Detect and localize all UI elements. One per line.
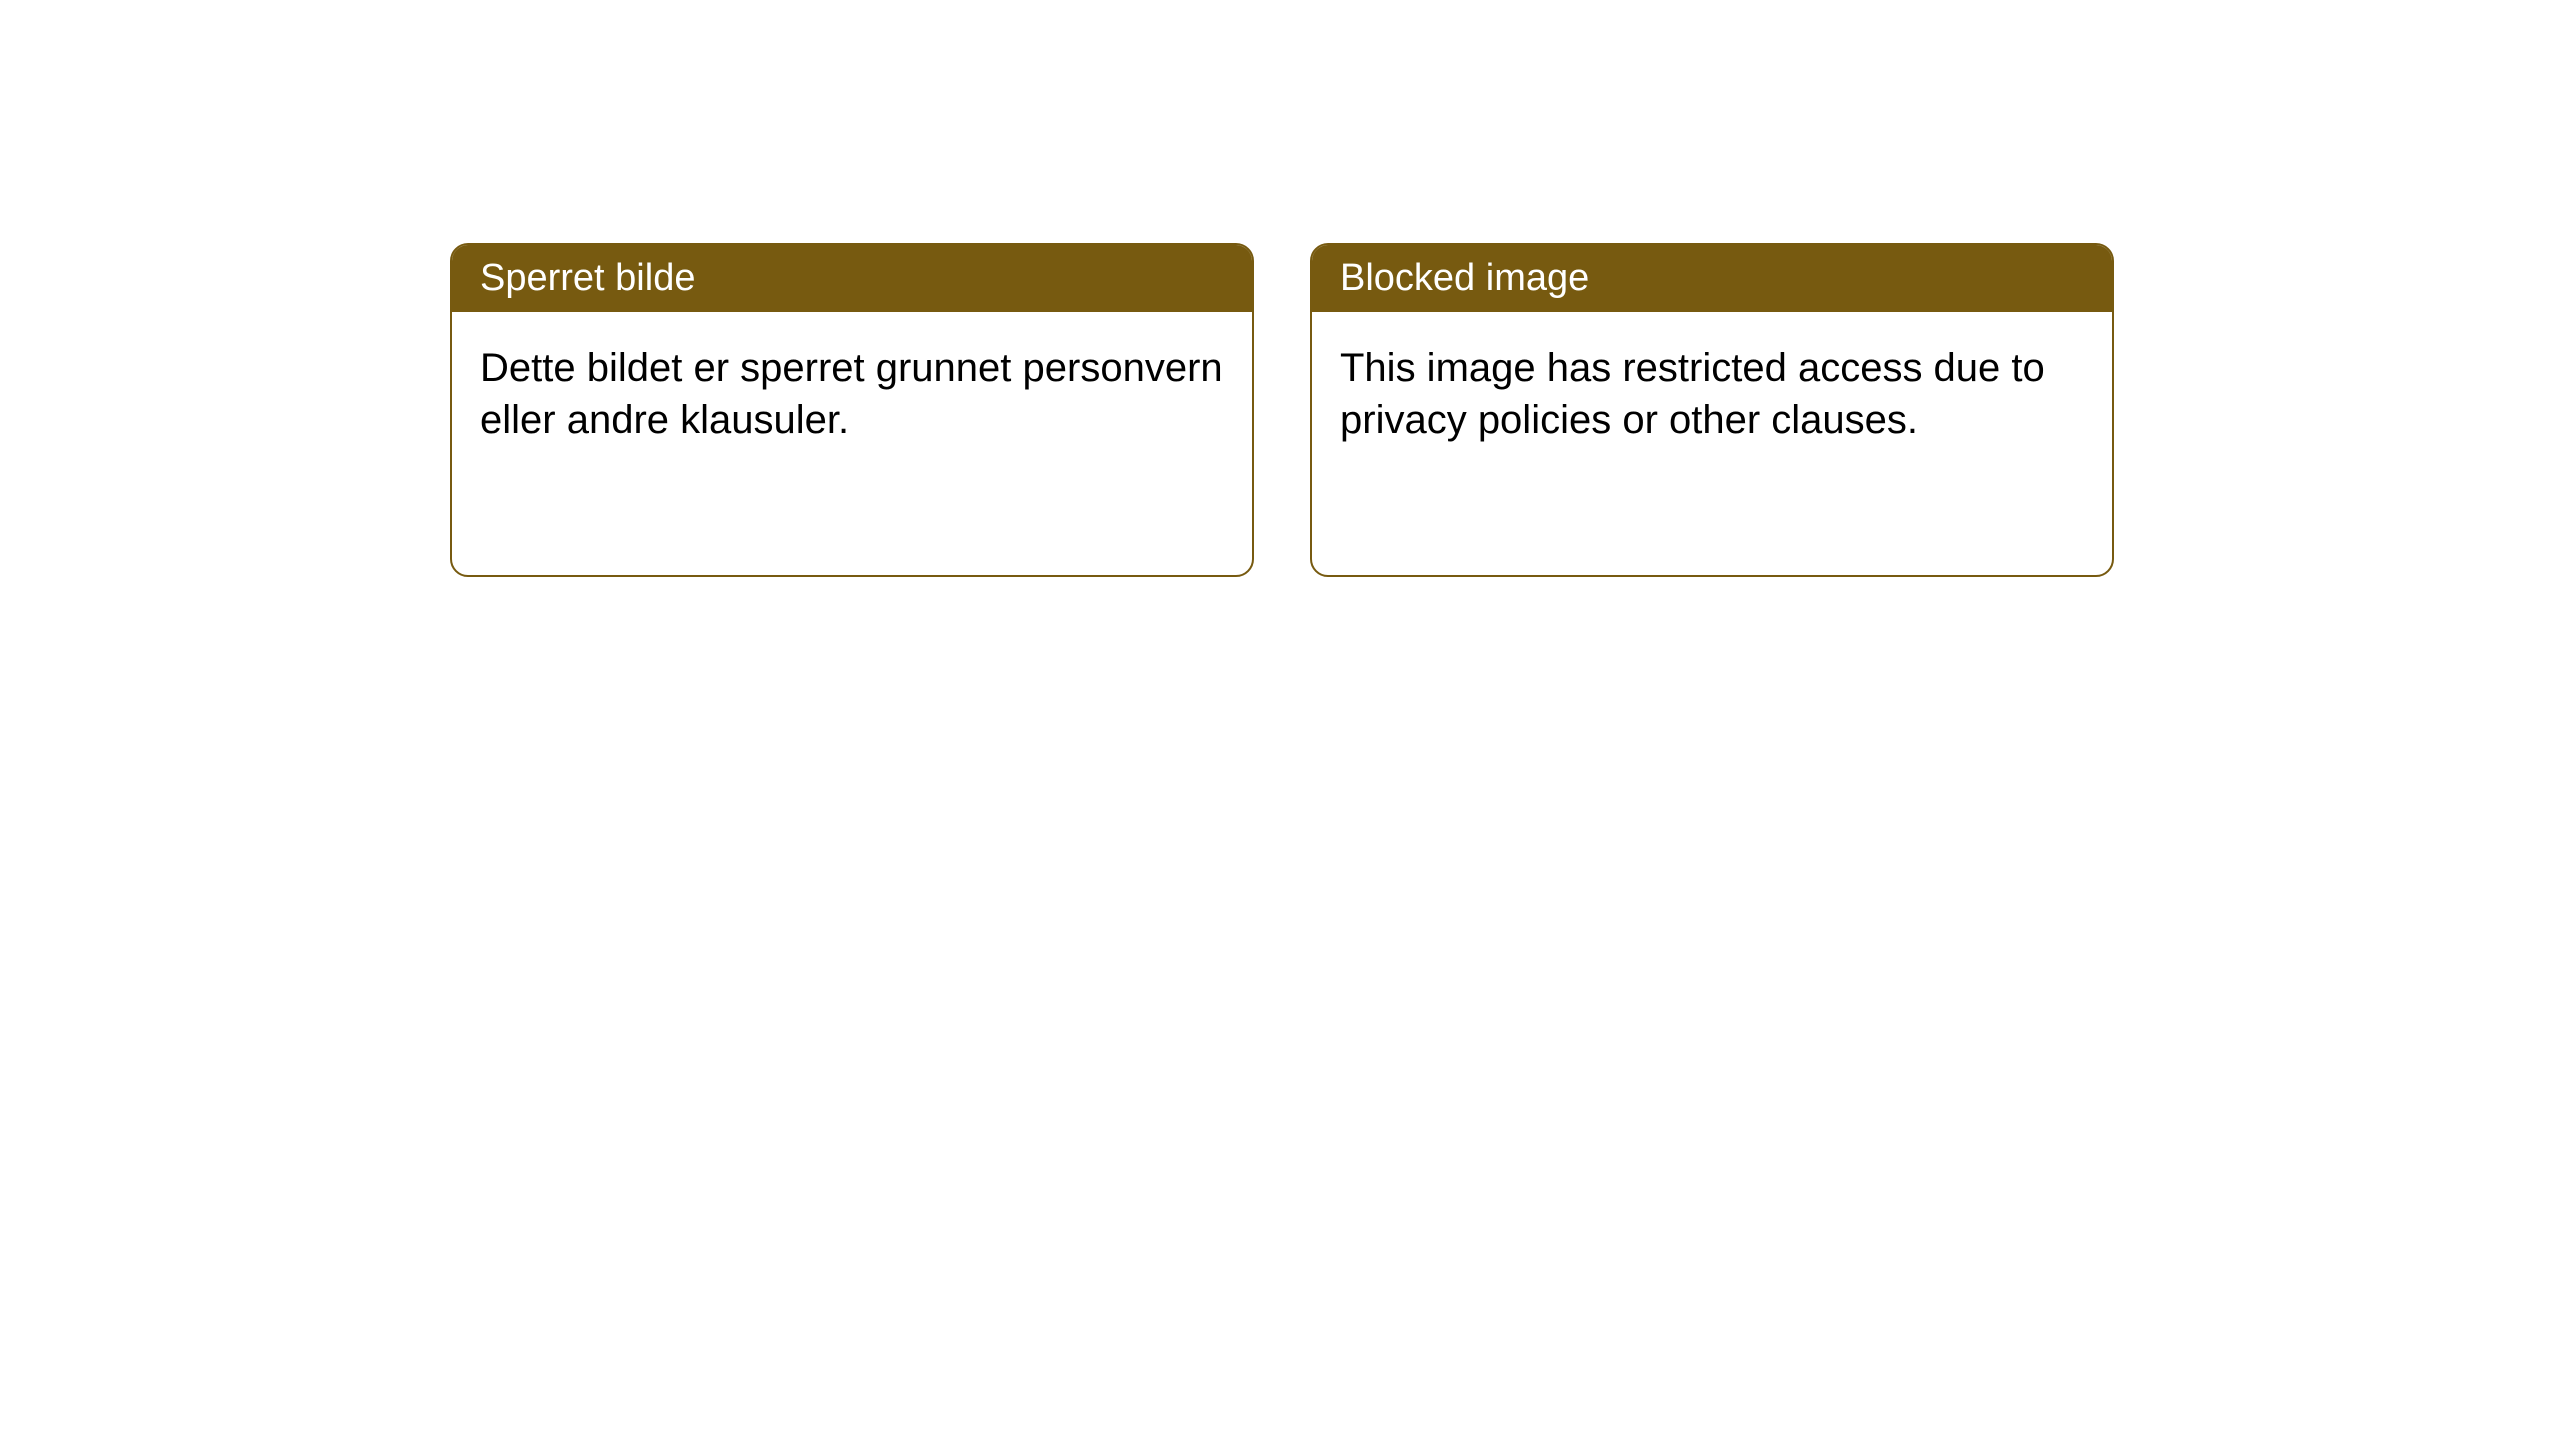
card-title-english: Blocked image [1312, 245, 2112, 312]
card-body-english: This image has restricted access due to … [1312, 312, 2112, 476]
notice-container: Sperret bilde Dette bildet er sperret gr… [450, 243, 2114, 577]
card-title-norwegian: Sperret bilde [452, 245, 1252, 312]
notice-card-norwegian: Sperret bilde Dette bildet er sperret gr… [450, 243, 1254, 577]
card-body-norwegian: Dette bildet er sperret grunnet personve… [452, 312, 1252, 476]
notice-card-english: Blocked image This image has restricted … [1310, 243, 2114, 577]
